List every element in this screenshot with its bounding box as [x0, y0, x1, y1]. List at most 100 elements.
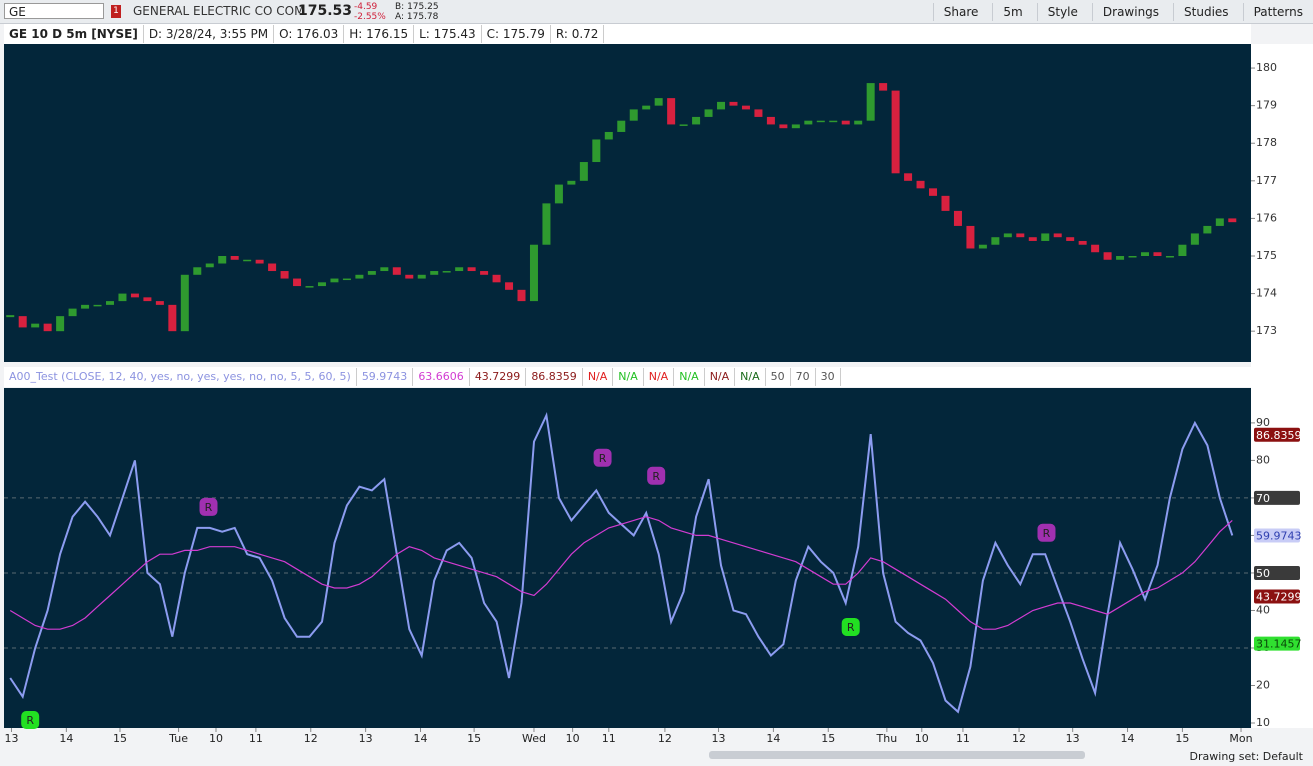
candle: [1190, 233, 1199, 245]
candle: [529, 244, 538, 302]
candle: [355, 274, 364, 279]
value-badge: [1254, 427, 1300, 442]
toolbar-buttons: Share 5m Style Drawings Studies Patterns: [932, 0, 1313, 24]
toolbar-button[interactable]: Studies: [1173, 3, 1239, 21]
symbol-input[interactable]: GE: [4, 3, 104, 19]
candle: [367, 271, 376, 275]
toolbar-button[interactable]: Drawings: [1091, 3, 1169, 21]
candle: [280, 271, 289, 279]
value-badge-label: 59.9743: [1256, 530, 1302, 543]
candle: [1153, 252, 1162, 256]
toolbar-button[interactable]: Share: [932, 3, 989, 21]
info-item: O: 176.03: [274, 25, 345, 43]
candle: [118, 293, 127, 302]
candle: [1066, 237, 1075, 241]
candle: [81, 304, 90, 309]
x-tick-label: 15: [113, 732, 127, 745]
candle: [193, 267, 202, 275]
candle: [1028, 237, 1037, 241]
toolbar-button[interactable]: Patterns: [1242, 3, 1313, 21]
y-tick-label: 177: [1256, 174, 1277, 187]
bid: B: 175.25: [395, 2, 439, 12]
value-badge-label: 50: [1256, 567, 1270, 580]
x-tick-label: 12: [1012, 732, 1026, 745]
candle: [692, 116, 701, 125]
candle: [180, 274, 189, 332]
x-tick-label: 14: [413, 732, 427, 745]
toolbar: GE 1 GENERAL ELECTRIC CO COM 175.53 -4.5…: [0, 0, 1313, 24]
candle: [1215, 218, 1224, 226]
candle: [1041, 233, 1050, 241]
x-tick-label: 13: [4, 732, 18, 745]
candle: [1103, 252, 1112, 260]
candle: [1053, 233, 1062, 238]
candle: [342, 278, 351, 281]
candle: [891, 90, 900, 174]
last-price: 175.53: [298, 3, 353, 19]
info-item: D: 3/28/24, 3:55 PM: [144, 25, 275, 43]
scrollbar[interactable]: [709, 751, 1085, 759]
signal-marker: [593, 448, 612, 467]
series-line: [9, 516, 1233, 630]
study-value: N/A: [735, 368, 766, 386]
info-item: R: 0.72: [551, 25, 605, 43]
candle: [130, 293, 139, 298]
signal-marker: [21, 711, 40, 730]
study-value: 43.7299: [470, 368, 527, 386]
x-tick-label: 13: [1066, 732, 1080, 745]
signal-label: R: [652, 470, 660, 483]
value-badge-label: 31.1457: [1256, 638, 1302, 651]
candle: [442, 271, 451, 273]
y-tick-label: 10: [1256, 716, 1270, 729]
candle: [105, 301, 114, 305]
candle: [953, 210, 962, 226]
value-badge: [1254, 636, 1300, 651]
toolbar-button[interactable]: Style: [1036, 3, 1088, 21]
candle: [455, 267, 464, 272]
x-tick-label: Thu: [876, 732, 898, 745]
info-bar: GE 10 D 5m [NYSE] D: 3/28/24, 3:55 PM O: 1…: [4, 24, 1251, 44]
y-tick-label: 179: [1256, 99, 1277, 112]
candle: [841, 120, 850, 125]
candle: [6, 315, 15, 318]
candle: [218, 256, 227, 264]
candle: [604, 131, 613, 140]
candle: [579, 162, 588, 181]
candle: [804, 120, 813, 125]
study-level: 50: [766, 368, 791, 386]
candle: [467, 267, 476, 272]
candle: [68, 308, 77, 317]
candle: [317, 282, 326, 287]
candle: [330, 278, 339, 283]
price-axis-bg: [1251, 44, 1313, 728]
x-tick-label: 15: [467, 732, 481, 745]
candle: [155, 301, 164, 305]
toolbar-button[interactable]: 5m: [992, 3, 1032, 21]
x-tick-label: 12: [304, 732, 318, 745]
candle: [966, 225, 975, 249]
candle: [93, 304, 102, 307]
x-tick-label: 11: [249, 732, 263, 745]
x-tick-label: Tue: [168, 732, 188, 745]
candle: [1003, 233, 1012, 238]
study-level: 30: [816, 368, 841, 386]
study-value: 59.9743: [357, 368, 414, 386]
x-tick-label: Mon: [1229, 732, 1252, 745]
x-tick-label: 11: [602, 732, 616, 745]
candle: [392, 267, 401, 275]
signal-label: R: [26, 714, 34, 727]
y-tick-label: 176: [1256, 211, 1277, 224]
candle: [230, 256, 239, 260]
x-tick-label: 14: [766, 732, 780, 745]
candle: [717, 101, 726, 110]
study-value: 86.8359: [526, 368, 583, 386]
company: GENERAL ELECTRIC CO COM: [133, 4, 305, 18]
study-value: N/A: [583, 368, 614, 386]
y-tick-label: 20: [1256, 678, 1270, 691]
candle: [741, 105, 750, 110]
candle: [679, 124, 688, 126]
candle: [791, 124, 800, 129]
value-badge-label: 43.7299: [1256, 590, 1302, 603]
